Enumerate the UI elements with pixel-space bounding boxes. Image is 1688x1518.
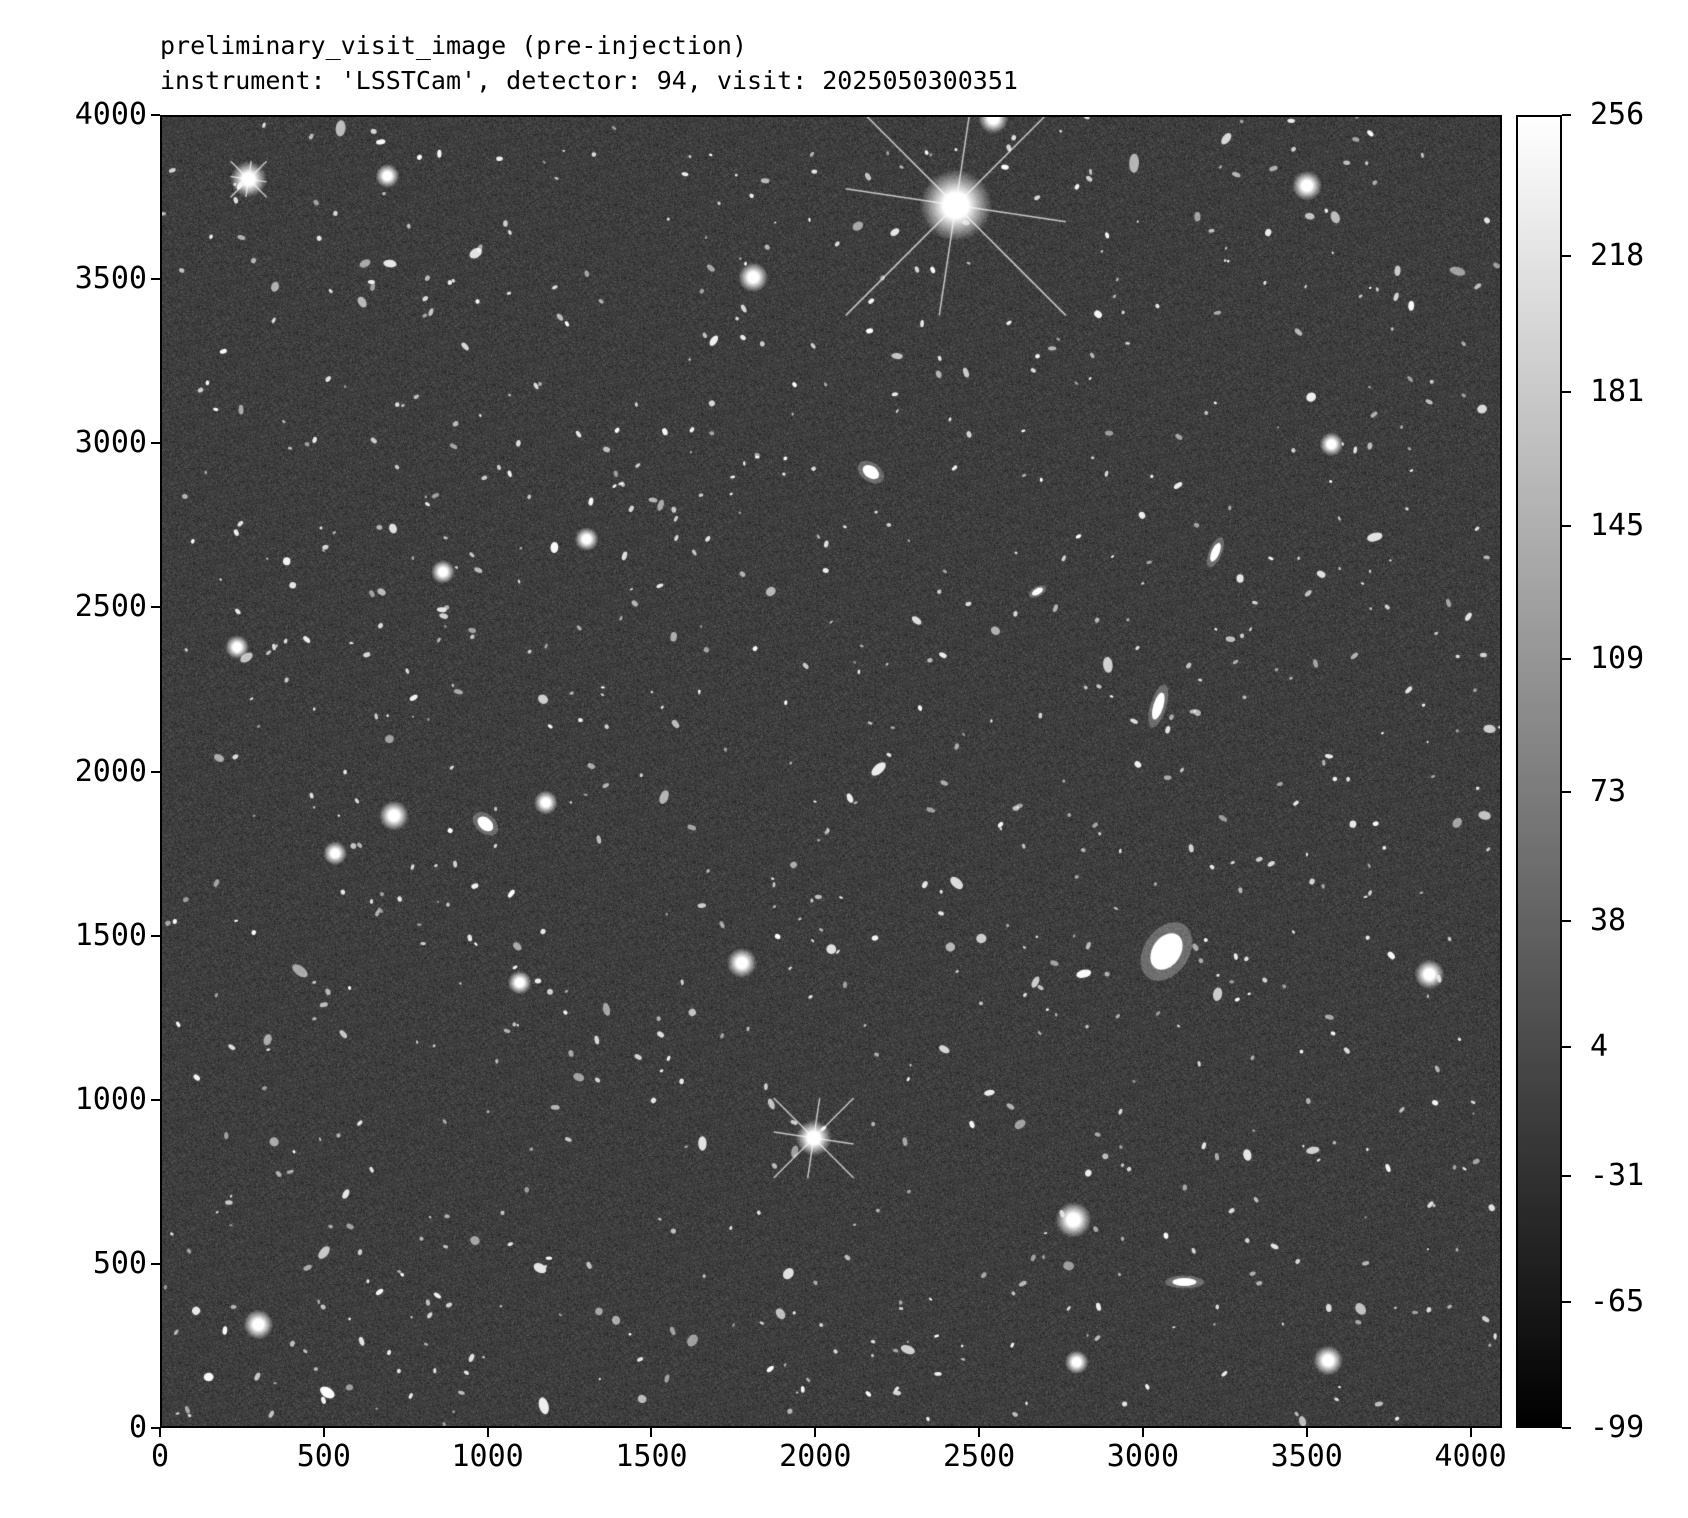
y-tick-label: 3500 [74, 261, 147, 297]
y-tick-label: 3000 [74, 425, 147, 461]
x-tick-label: 3000 [1106, 1439, 1180, 1474]
x-tick-mark [486, 1428, 489, 1437]
x-tick-label: 4000 [1434, 1439, 1507, 1474]
y-tick-label: 1000 [74, 1081, 147, 1117]
y-tick-mark [151, 770, 160, 773]
x-tick-mark [1469, 1428, 1472, 1437]
y-tick-mark [151, 1427, 160, 1429]
y-tick-mark [151, 1098, 160, 1101]
x-tick-label: 1000 [451, 1439, 524, 1474]
y-tick-label: 0 [128, 1410, 147, 1445]
colorbar-tick-label: 38 [1590, 903, 1627, 939]
x-tick-label: 2500 [942, 1439, 1016, 1474]
colorbar-tick-mark [1562, 1301, 1571, 1304]
colorbar-tick-mark [1562, 391, 1571, 394]
colorbar-tick-mark [1562, 657, 1571, 660]
x-tick-label: 500 [296, 1439, 351, 1474]
y-tick-label: 500 [92, 1245, 147, 1281]
colorbar-tick-label: 73 [1590, 773, 1627, 809]
colorbar-tick-mark [1562, 1046, 1571, 1049]
colorbar-tick-mark [1562, 920, 1571, 923]
colorbar-tick-mark [1562, 1427, 1571, 1429]
x-tick-mark [1305, 1428, 1308, 1437]
colorbar-tick-label: 4 [1590, 1029, 1609, 1065]
y-tick-mark [151, 442, 160, 445]
y-tick-mark [151, 1262, 160, 1265]
y-tick-mark [151, 606, 160, 609]
x-tick-label: 0 [150, 1439, 170, 1474]
y-tick-label: 2000 [74, 753, 147, 789]
y-tick-label: 2500 [74, 589, 147, 625]
y-tick-label: 4000 [74, 97, 147, 132]
colorbar-tick-label: 218 [1590, 237, 1645, 273]
x-tick-mark [978, 1428, 981, 1437]
colorbar-tick-label: 256 [1590, 97, 1645, 132]
colorbar-tick-label: -31 [1590, 1158, 1645, 1194]
colorbar-tick-mark [1562, 114, 1571, 116]
y-tick-mark [151, 114, 160, 116]
sky-image [162, 117, 1500, 1426]
chart-title: preliminary_visit_image (pre-injection) [160, 31, 747, 60]
x-tick-mark [650, 1428, 653, 1437]
colorbar-tick-label: 145 [1590, 507, 1645, 543]
y-tick-label: 1500 [74, 917, 147, 953]
x-tick-label: 3500 [1270, 1439, 1343, 1474]
y-tick-mark [151, 278, 160, 281]
colorbar-tick-mark [1562, 254, 1571, 257]
colorbar-tick-label: -99 [1590, 1410, 1645, 1445]
colorbar-tick-label: -65 [1590, 1284, 1645, 1320]
x-tick-mark [159, 1428, 161, 1437]
chart-subtitle: instrument: 'LSSTCam', detector: 94, vis… [160, 66, 1018, 95]
x-tick-mark [814, 1428, 817, 1437]
colorbar-tick-label: 109 [1590, 640, 1645, 676]
colorbar [1516, 115, 1562, 1428]
colorbar-tick-mark [1562, 524, 1571, 527]
x-tick-label: 1500 [615, 1439, 688, 1474]
x-tick-mark [1141, 1428, 1144, 1437]
y-tick-mark [151, 934, 160, 937]
colorbar-tick-mark [1562, 790, 1571, 793]
image-plot-area [160, 115, 1502, 1428]
x-tick-label: 2000 [779, 1439, 852, 1474]
x-tick-mark [322, 1428, 325, 1437]
colorbar-tick-mark [1562, 1175, 1571, 1178]
colorbar-tick-label: 181 [1590, 374, 1645, 410]
